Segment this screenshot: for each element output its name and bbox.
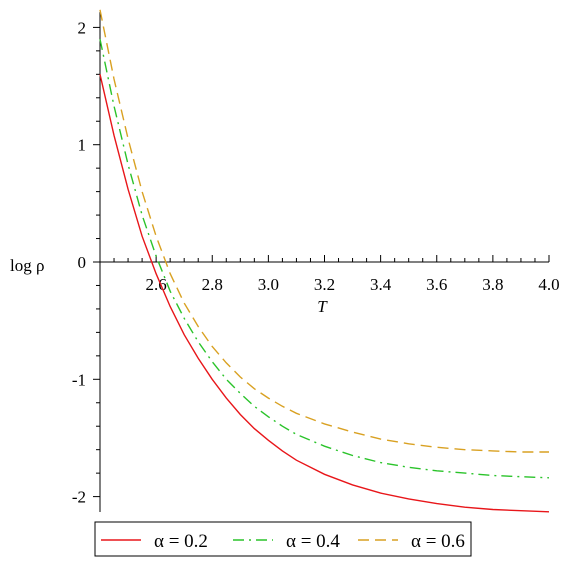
y-tick-label: -2 — [72, 488, 86, 507]
legend-box — [94, 521, 472, 557]
series-line-3 — [99, 9, 549, 453]
x-tick-label: 3.0 — [258, 275, 279, 294]
x-tick-label: 2.6 — [146, 275, 167, 294]
y-tick-label: -1 — [72, 370, 86, 389]
y-tick-label: 0 — [78, 253, 87, 272]
y-axis-title: log ρ — [10, 256, 44, 275]
x-tick-label: 3.2 — [314, 275, 335, 294]
legend-items: α = 0.2 α = 0.4 α = 0.6 — [101, 531, 465, 552]
legend-label-2: α = 0.4 — [286, 531, 340, 552]
y-tick-label: 2 — [78, 18, 87, 37]
series-line-2 — [99, 38, 550, 479]
y-tick-label: 1 — [78, 136, 87, 155]
x-tick-label: 2.8 — [202, 275, 223, 294]
legend-label-1: α = 0.2 — [154, 531, 208, 552]
x-tick-label: 3.6 — [426, 275, 447, 294]
x-tick-label: 4.0 — [538, 275, 559, 294]
legend-label-3: α = 0.6 — [411, 531, 465, 552]
x-tick-label: 3.4 — [370, 275, 392, 294]
x-tick-label: 3.8 — [482, 275, 503, 294]
x-axis-title: T — [317, 297, 328, 316]
legend: α = 0.2 α = 0.4 α = 0.6 — [94, 521, 472, 557]
series-line-1 — [99, 74, 550, 513]
y-ticks: -2 -1 0 1 2 — [72, 18, 100, 507]
plot-area: 2.6 2.8 3.0 3.2 3.4 3.6 3.8 4.0 -2 -1 0 1 2 T log ρ — [10, 9, 560, 513]
x-ticks: 2.6 2.8 3.0 3.2 3.4 3.6 3.8 4.0 — [113, 255, 560, 294]
series-lines — [99, 9, 550, 513]
